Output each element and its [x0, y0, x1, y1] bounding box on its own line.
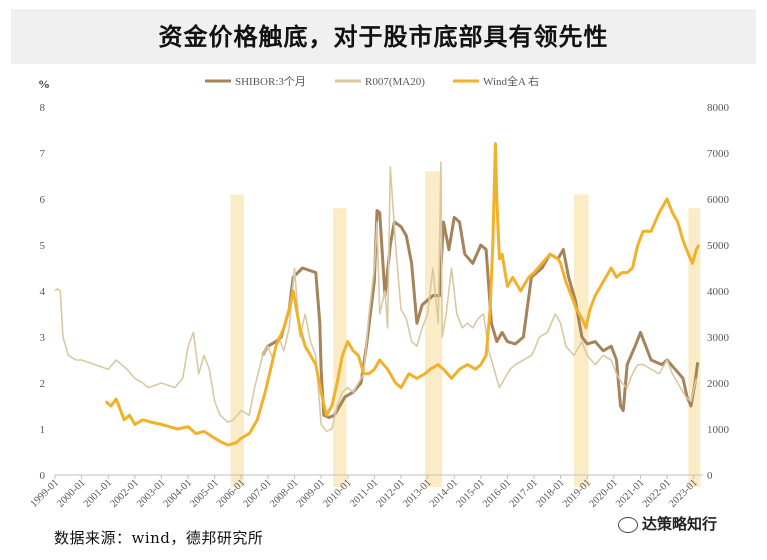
right-tick-label: 1000 — [707, 424, 730, 436]
x-tick-label: 2009-01 — [295, 477, 328, 510]
title-bar: 资金价格触底，对于股市底部具有领先性 — [11, 9, 756, 64]
left-tick-label: 0 — [40, 470, 46, 482]
left-tick-label: 1 — [40, 424, 46, 436]
highlight-band — [688, 208, 701, 487]
legend-label: R007(MA20) — [365, 76, 425, 88]
left-tick-label: 5 — [40, 240, 46, 252]
x-tick-label: 2005-01 — [188, 477, 221, 510]
highlight-band — [230, 194, 244, 487]
chart-title: 资金价格触底，对于股市底部具有领先性 — [158, 22, 609, 51]
x-tick-label: 2013-01 — [401, 477, 434, 510]
x-tick-label: 2021-01 — [614, 477, 647, 510]
left-tick-label: 7 — [40, 148, 46, 160]
watermark-text: 达策略知行 — [642, 515, 718, 533]
watermark: 达策略知行 — [618, 513, 717, 534]
left-tick-label: 6 — [40, 194, 46, 206]
x-tick-label: 2017-01 — [508, 477, 541, 510]
x-tick-label: 2008-01 — [268, 477, 301, 510]
x-tick-label: 2016-01 — [481, 477, 514, 510]
x-tick-label: 2018-01 — [534, 477, 567, 510]
right-tick-label: 3000 — [707, 332, 730, 344]
right-tick-label: 4000 — [707, 286, 730, 298]
left-tick-label: 3 — [40, 332, 46, 344]
x-tick-label: 2023-01 — [667, 477, 700, 510]
x-tick-label: 2004-01 — [162, 477, 195, 510]
right-tick-label: 6000 — [707, 194, 730, 206]
right-tick-label: 8000 — [707, 102, 730, 114]
wechat-icon — [618, 516, 638, 533]
x-tick-label: 2001-01 — [82, 477, 115, 510]
x-tick-label: 2022-01 — [641, 477, 674, 510]
highlight-band — [424, 171, 443, 487]
source-note: 数据来源：wind，德邦研究所 — [54, 529, 264, 547]
legend-label: SHIBOR:3个月 — [235, 75, 306, 88]
left-tick-label: 4 — [40, 286, 46, 298]
x-tick-label: 2003-01 — [135, 477, 168, 510]
left-tick-label: 2 — [40, 378, 46, 390]
x-tick-label: 2000-01 — [55, 477, 88, 510]
right-tick-label: 5000 — [707, 240, 730, 252]
series-line-r007 — [54, 161, 698, 433]
right-tick-label: 0 — [707, 470, 713, 482]
y-axis-unit: % — [38, 77, 50, 91]
legend-label: Wind全A 右 — [483, 74, 539, 88]
series-line-shibor — [261, 209, 700, 419]
series-line-wind — [104, 142, 701, 447]
x-tick-label: 2007-01 — [241, 477, 274, 510]
x-tick-label: 1999-01 — [29, 477, 62, 510]
x-tick-label: 2015-01 — [454, 477, 487, 510]
right-tick-label: 7000 — [707, 148, 730, 160]
x-tick-label: 2020-01 — [587, 477, 620, 510]
x-tick-label: 2012-01 — [375, 477, 408, 510]
highlight-band — [333, 208, 347, 487]
right-tick-label: 2000 — [707, 378, 730, 390]
x-tick-label: 2002-01 — [108, 477, 141, 510]
left-tick-label: 8 — [40, 102, 46, 114]
highlight-band — [573, 194, 589, 487]
x-tick-label: 2011-01 — [348, 477, 380, 509]
